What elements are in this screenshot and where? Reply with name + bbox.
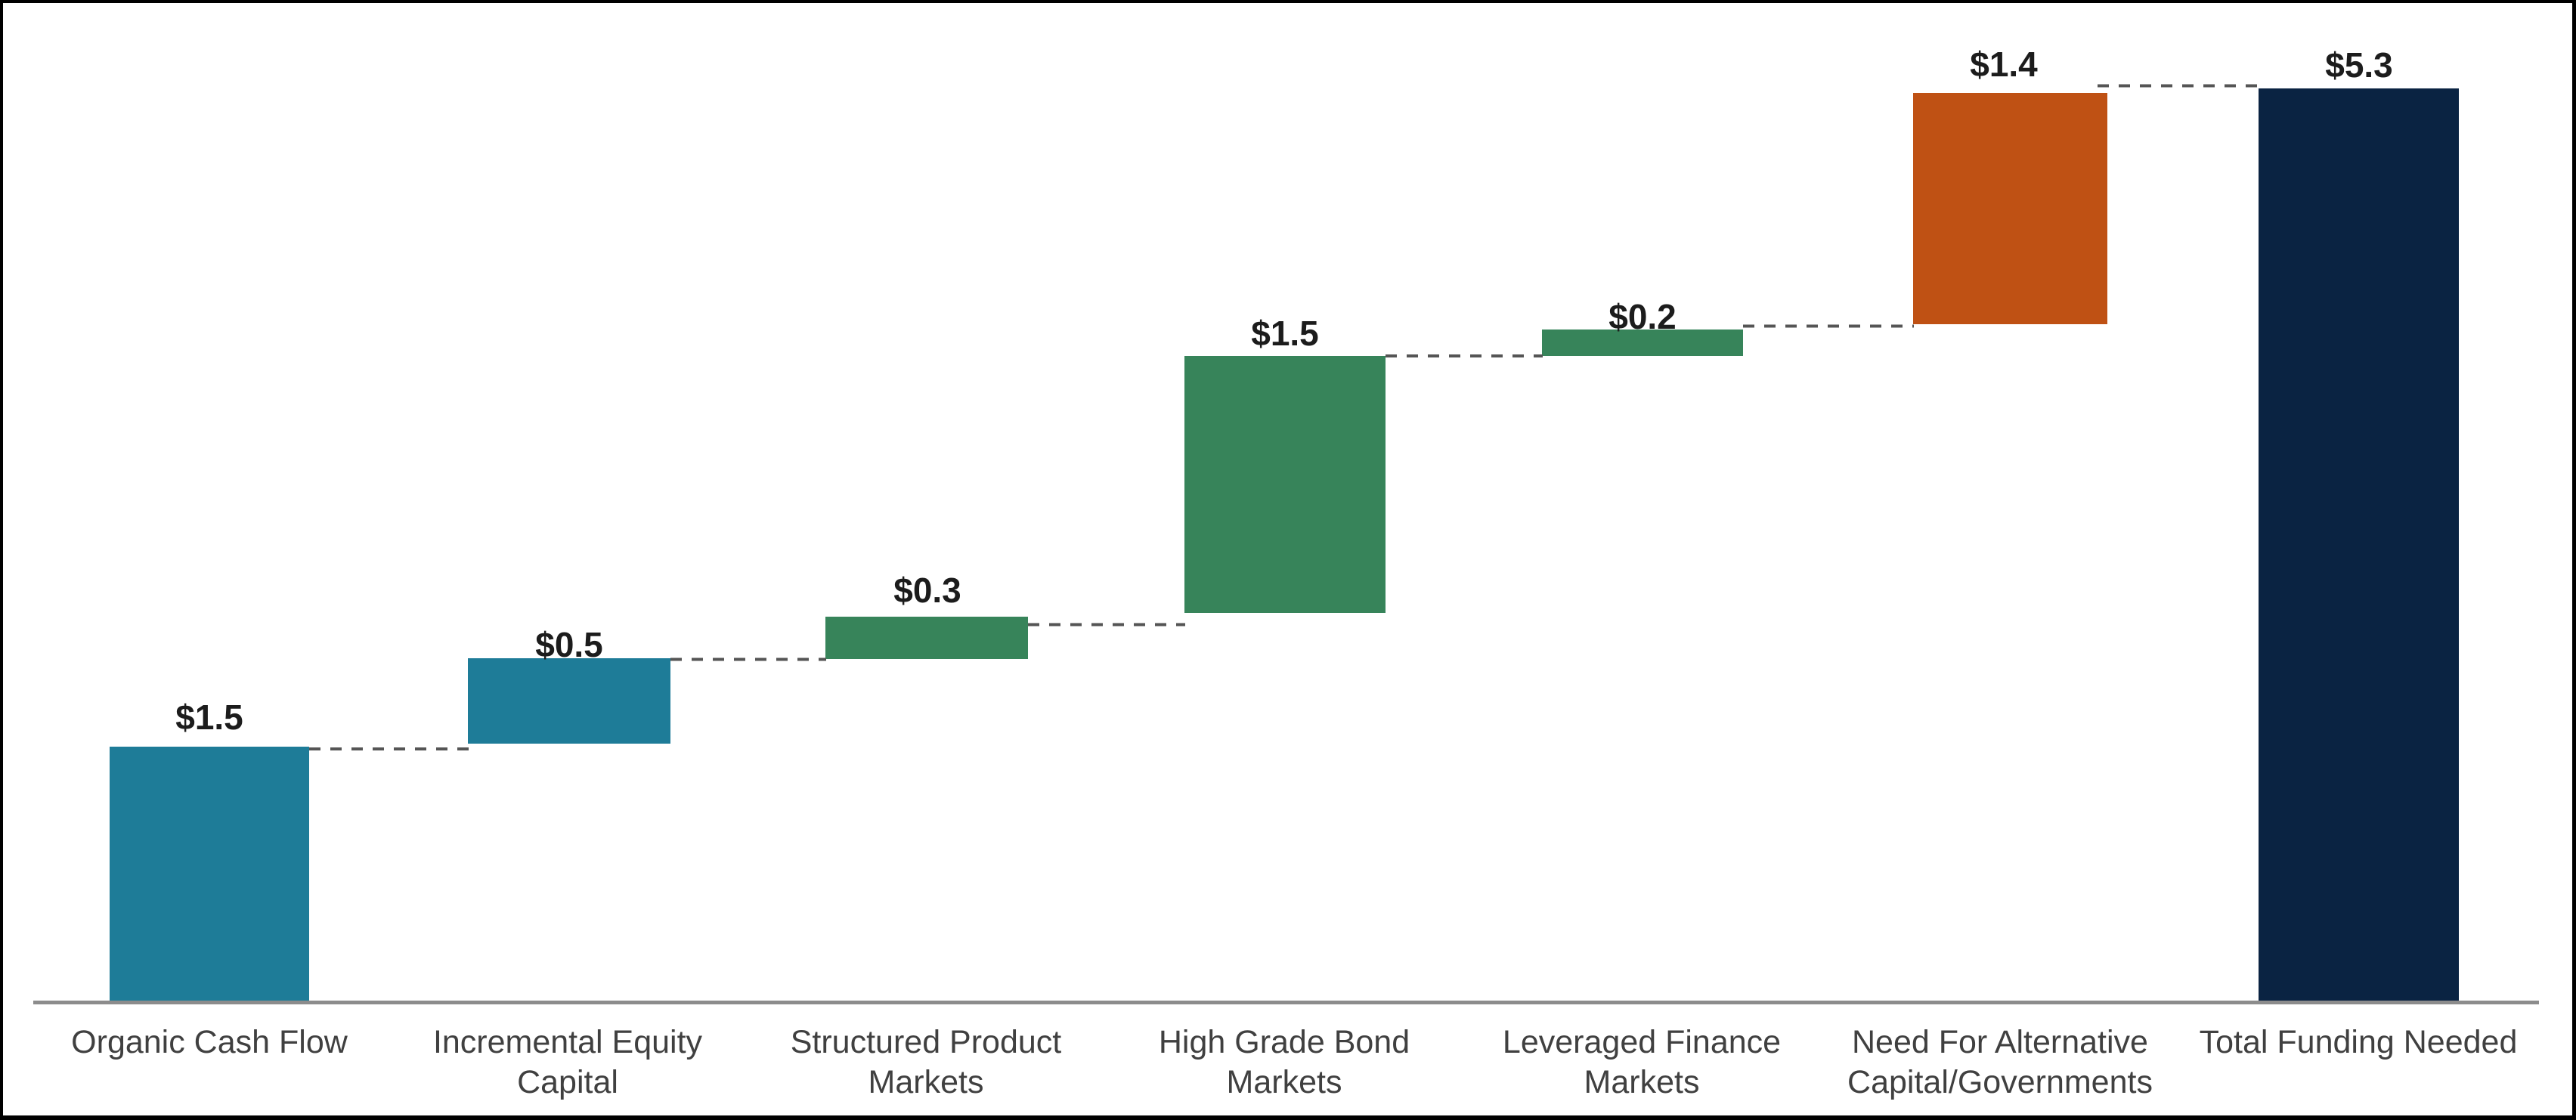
svg-text:Leveraged Finance: Leveraged Finance	[1503, 1024, 1781, 1060]
svg-text:Incremental Equity: Incremental Equity	[433, 1024, 703, 1060]
svg-text:High Grade Bond: High Grade Bond	[1159, 1024, 1410, 1060]
svg-text:$0.2: $0.2	[1608, 297, 1677, 336]
svg-text:Capital/Governments: Capital/Governments	[1847, 1064, 2153, 1100]
svg-text:Structured Product: Structured Product	[791, 1024, 1062, 1060]
svg-text:$5.3: $5.3	[2325, 45, 2393, 85]
svg-text:Markets: Markets	[1227, 1064, 1342, 1100]
svg-text:$0.5: $0.5	[535, 625, 603, 664]
svg-text:Total Funding Needed: Total Funding Needed	[2200, 1024, 2518, 1060]
svg-text:Markets: Markets	[868, 1064, 984, 1100]
svg-text:$1.5: $1.5	[175, 698, 243, 737]
svg-text:$1.5: $1.5	[1251, 314, 1319, 353]
svg-text:$1.4: $1.4	[1970, 45, 2038, 84]
svg-text:Organic Cash Flow: Organic Cash Flow	[71, 1024, 348, 1060]
svg-text:Capital: Capital	[517, 1064, 618, 1100]
svg-text:Markets: Markets	[1584, 1064, 1700, 1100]
svg-text:$0.3: $0.3	[893, 571, 961, 610]
svg-text:Need For Alternative: Need For Alternative	[1852, 1024, 2148, 1060]
